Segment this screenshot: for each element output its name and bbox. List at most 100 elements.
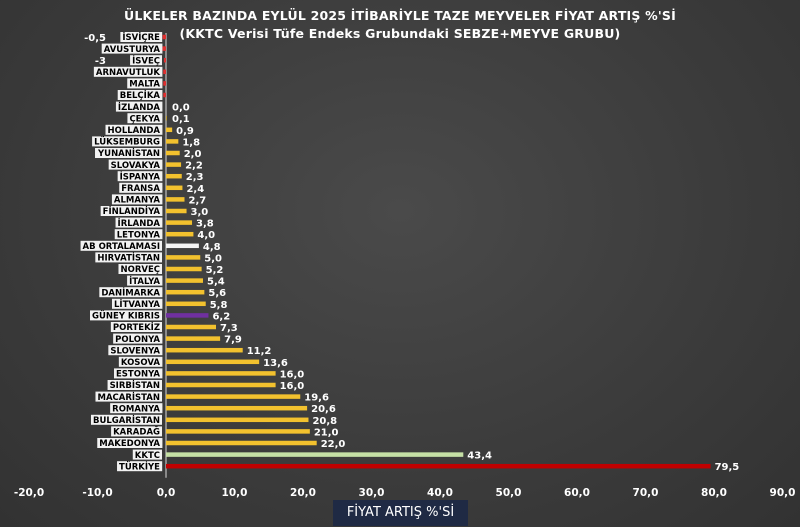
- category-label: SLOVENYA: [110, 346, 160, 356]
- category-label: İRLANDA: [118, 218, 161, 229]
- category-label-background: [117, 461, 163, 472]
- x-tick-label: 50,0: [496, 487, 522, 499]
- category-label-background: [111, 426, 163, 437]
- category-label-background: [113, 333, 163, 344]
- category-label-background: [115, 101, 163, 112]
- bar: [162, 34, 166, 40]
- category-label: LİTVANYA: [114, 299, 160, 310]
- data-label: 43,4: [467, 451, 492, 462]
- data-label: 79,5: [715, 462, 740, 473]
- category-label-background: [127, 113, 163, 124]
- bar: [166, 243, 199, 249]
- bar: [166, 336, 221, 341]
- category-label: ALMANYA: [114, 196, 160, 206]
- category-label: LÜKSEMBURG: [94, 137, 160, 148]
- bar: [166, 394, 301, 399]
- data-label: 11,2: [247, 346, 272, 357]
- bar: [166, 371, 276, 376]
- category-label: TÜRKİYE: [119, 461, 160, 472]
- category-label: İSVİÇRE: [122, 32, 160, 43]
- category-label-background: [108, 345, 163, 356]
- data-label: 2,2: [185, 161, 203, 172]
- category-label-background: [108, 159, 163, 170]
- chart-title: ÜLKELER BAZINDA EYLÜL 2025 İTİBARİYLE TA…: [124, 8, 676, 23]
- category-label-background: [90, 310, 162, 321]
- category-label: KKTC: [135, 451, 160, 461]
- bar: [166, 231, 194, 237]
- category-label-background: [118, 264, 162, 274]
- chart-subtitle: (KKTC Verisi Tüfe Endeks Grubundaki SEBZ…: [179, 26, 621, 41]
- data-label: 0,1: [172, 114, 190, 125]
- bar: [166, 429, 310, 434]
- category-label: NORVEÇ: [120, 265, 160, 275]
- category-label-background: [97, 438, 163, 448]
- data-label: 16,0: [280, 369, 305, 380]
- category-label: PORTEKİZ: [113, 322, 160, 333]
- bar: [166, 289, 205, 295]
- category-label-background: [95, 391, 162, 402]
- x-tick-label: 70,0: [633, 487, 659, 499]
- bar: [166, 139, 179, 144]
- x-tick-label: 90,0: [770, 487, 796, 499]
- category-label: İZLANDA: [118, 102, 160, 113]
- category-label-background: [93, 66, 163, 77]
- bar: [166, 452, 464, 457]
- bar: [166, 150, 180, 156]
- x-tick-label: 20,0: [290, 487, 316, 499]
- x-tick-label: 10,0: [222, 487, 248, 499]
- bar: [166, 173, 182, 179]
- bar: [163, 69, 166, 75]
- bar: [166, 127, 173, 133]
- data-label: 5,0: [204, 253, 222, 264]
- data-label: 2,0: [184, 149, 202, 160]
- bar: [163, 57, 166, 63]
- bar: [166, 278, 203, 283]
- category-label-background: [112, 298, 163, 309]
- category-label-background: [118, 356, 163, 367]
- category-label: İTALYA: [129, 276, 160, 287]
- bar: [166, 440, 317, 446]
- data-label: 6,2: [212, 311, 230, 322]
- category-label-background: [110, 322, 162, 332]
- bar: [166, 115, 167, 121]
- x-axis-title: FİYAT ARTIŞ %'Sİ: [333, 500, 468, 526]
- data-label: 19,6: [304, 393, 329, 404]
- category-label: BULGARİSTAN: [93, 415, 160, 426]
- bar: [166, 463, 711, 469]
- category-label: ROMANYA: [112, 404, 160, 414]
- data-label: 4,0: [197, 230, 215, 241]
- category-label: DANİMARKA: [101, 287, 160, 298]
- category-label: MALTA: [129, 80, 160, 90]
- data-label: 2,7: [188, 195, 206, 206]
- data-label: 0,0: [172, 103, 190, 114]
- data-label: -3: [95, 56, 106, 67]
- bar: [166, 347, 243, 353]
- category-label-background: [80, 240, 162, 251]
- x-tick-label: -20,0: [14, 487, 44, 499]
- x-tick-label: -10,0: [82, 487, 112, 499]
- x-tick-label: 0,0: [157, 487, 176, 499]
- category-label-background: [92, 136, 163, 147]
- x-tick-label: 60,0: [564, 487, 590, 499]
- category-label: SLOVAKYA: [111, 161, 161, 171]
- category-label: HOLLANDA: [108, 126, 161, 136]
- data-label: 13,6: [263, 358, 288, 369]
- category-label-background: [90, 414, 162, 425]
- category-label: HIRVATİSTAN: [97, 253, 160, 264]
- bar: [166, 208, 187, 214]
- bar: [166, 162, 182, 167]
- x-tick-label: 80,0: [701, 487, 727, 499]
- data-label: 3,8: [196, 219, 214, 230]
- category-label-background: [95, 148, 162, 158]
- bar: [166, 417, 309, 423]
- category-label-background: [130, 55, 162, 66]
- category-label-background: [132, 449, 162, 460]
- category-label: GÜNEY KIBRIS: [92, 311, 160, 322]
- data-label: 4,8: [203, 242, 221, 253]
- category-label: İSPANYA: [120, 171, 161, 182]
- category-label-background: [117, 171, 163, 182]
- data-label: 1,8: [182, 137, 200, 148]
- bar: [166, 405, 308, 411]
- category-label-background: [105, 124, 163, 135]
